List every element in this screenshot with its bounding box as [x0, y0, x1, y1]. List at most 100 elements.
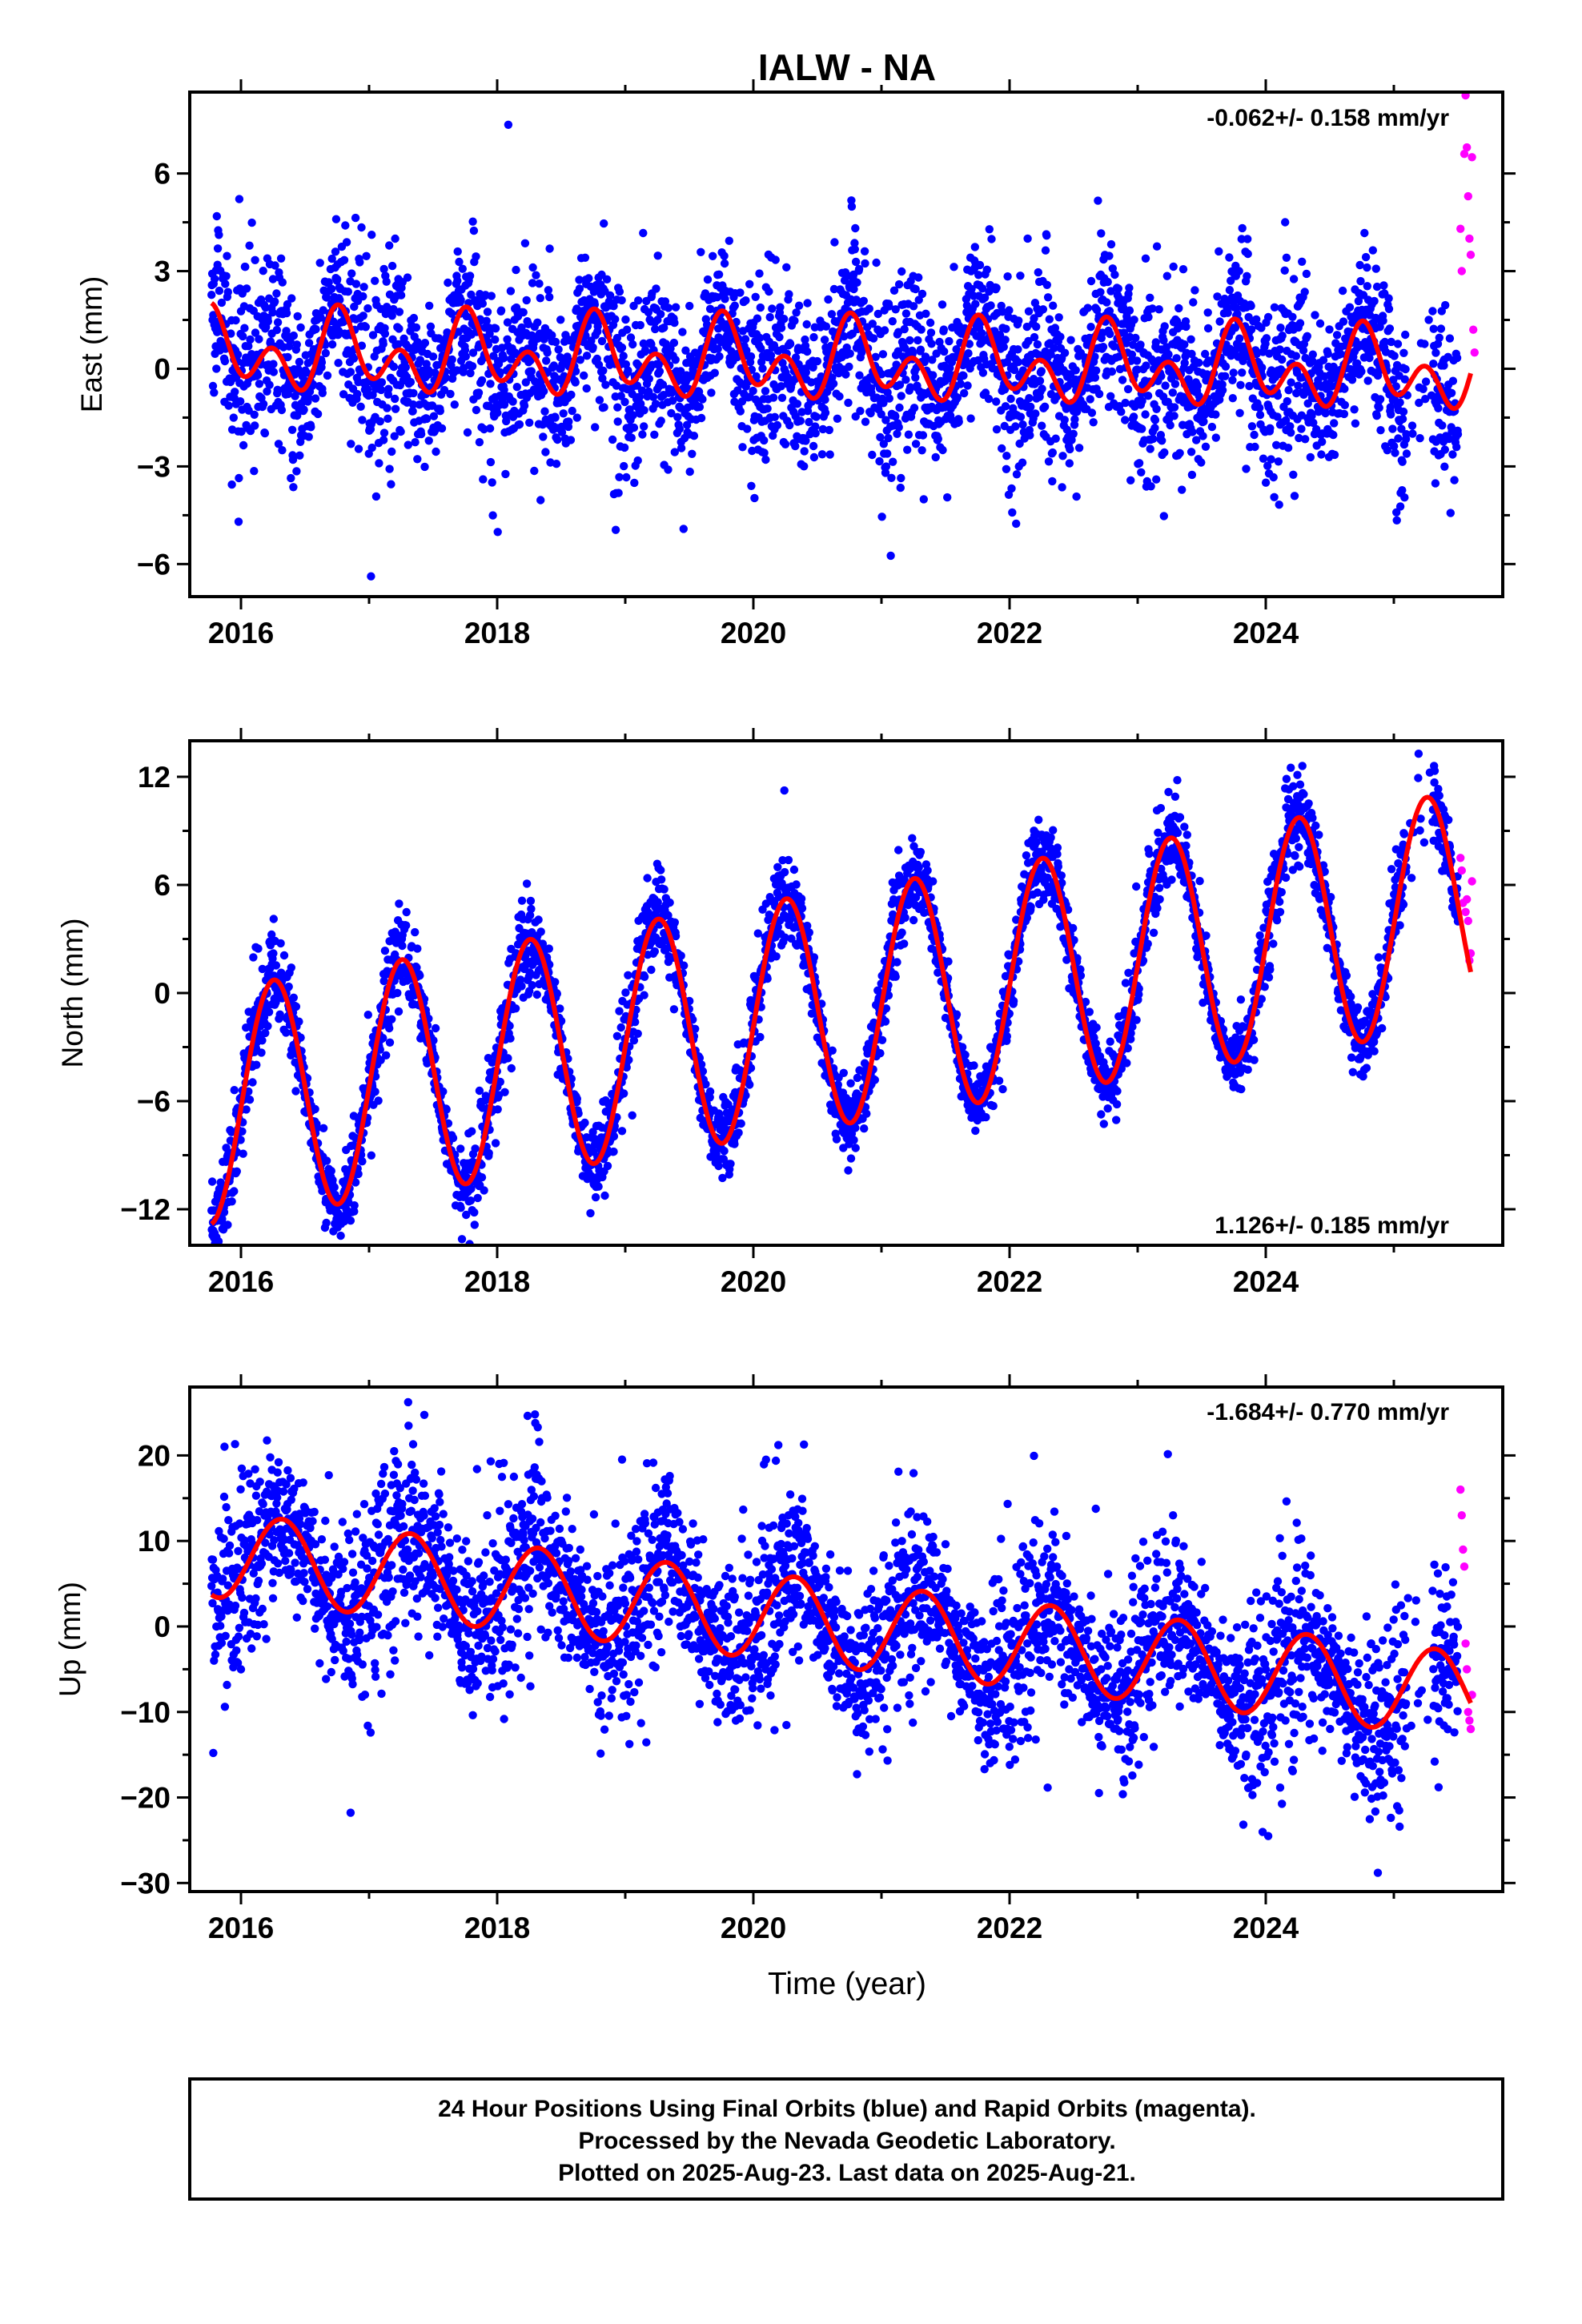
east-final-point	[224, 401, 233, 410]
east-final-point	[1186, 448, 1196, 456]
east-final-point	[803, 347, 812, 356]
east-final-point	[725, 236, 733, 245]
east-final-point	[966, 414, 975, 423]
north-final-point	[517, 982, 526, 991]
north-final-point	[473, 1193, 482, 1203]
east-final-point	[1151, 338, 1161, 347]
east-final-point	[1172, 354, 1181, 363]
east-final-point	[1150, 416, 1160, 424]
east-final-point	[522, 296, 531, 305]
north-final-point	[276, 939, 285, 948]
east-final-point	[395, 324, 404, 333]
east-final-point	[835, 392, 844, 401]
north-final-point	[656, 866, 665, 875]
east-final-point	[235, 473, 243, 483]
east-final-point	[1187, 470, 1197, 480]
east-rapid-point	[1470, 348, 1480, 357]
east-final-point	[745, 279, 754, 288]
east-final-point	[992, 283, 1001, 292]
east-final-point	[1175, 448, 1184, 457]
east-final-point	[556, 316, 565, 324]
east-final-point	[926, 328, 936, 337]
east-final-point	[919, 495, 929, 504]
east-final-point	[769, 393, 778, 402]
east-final-point	[1002, 324, 1010, 333]
east-final-point	[432, 447, 440, 456]
east-final-point	[322, 293, 331, 302]
east-final-point	[1072, 492, 1081, 501]
east-final-point	[371, 276, 379, 285]
east-final-point	[1441, 300, 1450, 310]
east-final-point	[1424, 316, 1433, 324]
east-final-point	[515, 420, 524, 429]
east-final-point	[240, 324, 249, 332]
east-final-point	[361, 323, 370, 332]
east-xtick-label: 2022	[977, 617, 1042, 649]
east-final-point	[841, 370, 850, 379]
east-final-point	[255, 335, 263, 344]
east-final-point	[833, 414, 842, 423]
north-final-point	[269, 949, 278, 958]
east-final-point	[465, 271, 475, 280]
east-final-point	[293, 411, 302, 420]
east-final-point	[1146, 293, 1154, 302]
east-final-point	[1438, 421, 1447, 430]
east-final-point	[1289, 470, 1298, 479]
north-final-point	[551, 978, 560, 987]
east-final-point	[1089, 418, 1098, 427]
east-final-point	[602, 275, 612, 283]
north-final-point	[411, 927, 420, 937]
east-final-point	[825, 425, 834, 435]
north-final-point	[311, 1104, 319, 1114]
east-final-point	[1275, 501, 1283, 509]
east-final-point	[1050, 344, 1058, 352]
east-final-point	[1228, 394, 1238, 403]
east-final-point	[1302, 269, 1311, 279]
east-final-point	[850, 245, 860, 254]
east-final-point	[539, 432, 548, 441]
east-final-point	[1301, 435, 1310, 444]
east-final-point	[391, 394, 400, 404]
east-final-point	[587, 336, 596, 345]
east-final-point	[292, 340, 301, 349]
east-final-point	[661, 297, 670, 306]
east-final-point	[1440, 445, 1450, 454]
east-final-point	[637, 386, 647, 395]
east-final-point	[1014, 357, 1023, 367]
east-final-point	[1150, 424, 1159, 432]
east-final-point	[609, 302, 618, 311]
east-final-point	[347, 440, 355, 448]
east-final-point	[416, 429, 426, 439]
east-final-point	[879, 440, 889, 448]
east-rapid-point	[1469, 325, 1478, 334]
east-final-point	[376, 385, 386, 395]
east-final-point	[283, 300, 292, 309]
north-final-point	[534, 915, 543, 924]
east-final-point	[1243, 235, 1252, 243]
east-final-point	[1030, 314, 1038, 323]
east-final-point	[720, 251, 729, 260]
east-final-point	[450, 400, 459, 409]
east-final-point	[1255, 410, 1265, 420]
east-final-point	[1356, 276, 1365, 286]
east-final-point	[629, 301, 638, 311]
east-final-point	[512, 383, 521, 392]
east-final-point	[1402, 449, 1411, 458]
east-final-point	[1058, 483, 1066, 492]
east-final-point	[351, 213, 360, 223]
east-final-point	[327, 254, 336, 263]
east-final-point	[753, 314, 762, 323]
east-final-point	[809, 363, 817, 372]
east-final-point	[914, 273, 923, 282]
east-final-point	[904, 430, 913, 439]
east-final-point	[894, 279, 904, 289]
east-final-point	[1306, 452, 1315, 462]
east-final-point	[268, 275, 278, 283]
east-final-point	[233, 350, 243, 359]
east-final-point	[287, 473, 295, 483]
east-final-point	[590, 300, 599, 309]
east-final-point	[1010, 365, 1019, 375]
east-final-point	[548, 331, 556, 340]
east-final-point	[554, 345, 563, 354]
east-final-point	[965, 340, 974, 348]
